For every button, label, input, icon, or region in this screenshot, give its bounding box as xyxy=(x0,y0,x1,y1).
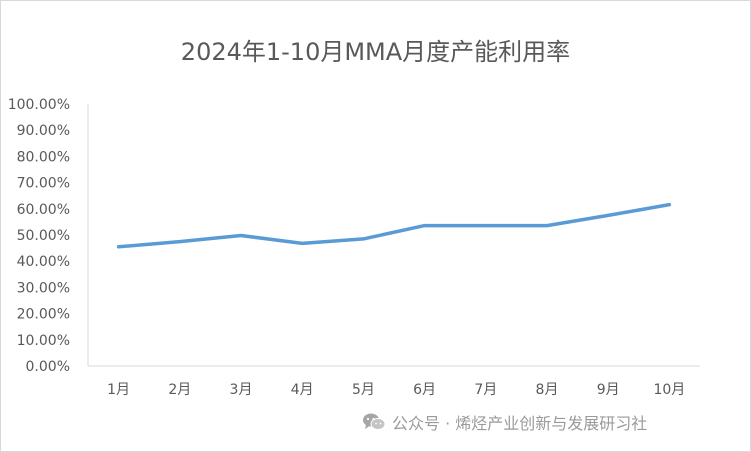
x-tick-label: 7月 xyxy=(474,382,497,398)
y-tick-label: 90.00% xyxy=(17,123,70,139)
y-tick-label: 80.00% xyxy=(17,149,70,165)
x-tick-label: 3月 xyxy=(230,382,253,398)
x-tick-label: 10月 xyxy=(653,382,685,398)
series-line xyxy=(116,202,672,249)
watermark: 公众号 · 烯烃产业创新与发展研习社 xyxy=(362,410,647,434)
chart-title: 2024年1-10月MMA月度产能利用率 xyxy=(180,38,571,66)
y-tick-label: 30.00% xyxy=(17,280,70,296)
wechat-icon xyxy=(362,412,386,432)
y-tick-labels: 0.00% 10.00% 20.00% 30.00% 40.00% 50.00% 60.00… xyxy=(8,97,70,375)
y-tick-label: 60.00% xyxy=(17,202,70,218)
x-tick-label: 5月 xyxy=(352,382,375,398)
x-tick-label: 2月 xyxy=(168,382,191,398)
series-group xyxy=(116,202,672,249)
x-tick-label: 8月 xyxy=(536,382,559,398)
watermark-text: 公众号 · 烯烃产业创新与发展研习社 xyxy=(392,414,648,433)
y-tick-label: 20.00% xyxy=(17,307,70,323)
y-tick-label: 40.00% xyxy=(17,254,70,270)
x-tick-label: 1月 xyxy=(107,382,130,398)
y-tick-label: 70.00% xyxy=(17,176,70,192)
y-tick-label: 100.00% xyxy=(8,97,70,113)
x-tick-label: 6月 xyxy=(413,382,436,398)
x-tick-label: 9月 xyxy=(597,382,620,398)
x-tick-label: 4月 xyxy=(291,382,314,398)
y-tick-label: 0.00% xyxy=(26,359,70,375)
x-tick-labels: 1月 2月 3月 4月 5月 6月 7月 8月 9月 10月 xyxy=(107,382,685,398)
y-tick-label: 10.00% xyxy=(17,333,70,349)
y-tick-label: 50.00% xyxy=(17,228,70,244)
